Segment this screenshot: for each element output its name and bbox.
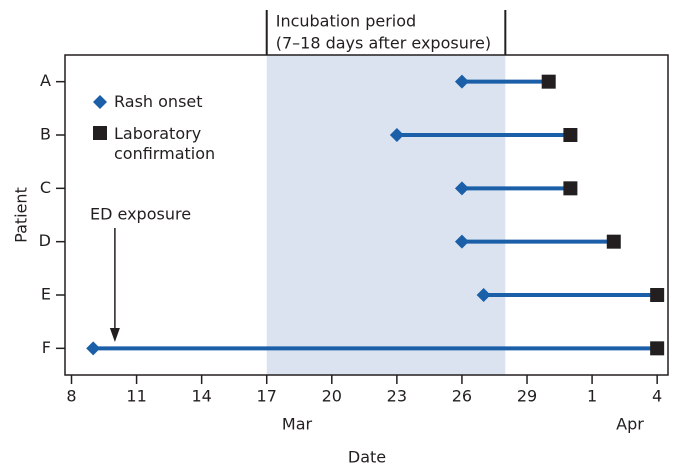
x-axis-label: Date (348, 448, 386, 467)
y-tick-label: A (40, 71, 51, 90)
x-tick-label: 17 (257, 387, 277, 406)
legend-marker (93, 95, 107, 109)
legend-label: Rash onset (114, 92, 203, 111)
lab-confirmation-point (563, 181, 578, 196)
y-tick-label: F (42, 338, 51, 357)
x-tick-label: 1 (587, 387, 597, 406)
plot-frame (64, 54, 669, 376)
y-axis-label: Patient (12, 187, 31, 243)
x-tick-label: 11 (126, 387, 146, 406)
x-tick-label: 26 (452, 387, 472, 406)
y-tick-label: D (39, 231, 51, 250)
incubation-subtitle: (7–18 days after exposure) (276, 34, 491, 53)
x-tick-label: 20 (322, 387, 342, 406)
rash-onset-point (454, 74, 469, 89)
x-tick-label: 14 (191, 387, 211, 406)
legend-label: Laboratory confirmation (114, 124, 216, 163)
lab-confirmation-point (563, 128, 578, 142)
rash-onset-point (476, 288, 491, 302)
y-tick-label: C (40, 178, 51, 197)
rash-onset-point (454, 181, 469, 196)
incubation-title: Incubation period (276, 12, 416, 31)
legend-marker (93, 126, 107, 140)
exposure-label: ED exposure (90, 205, 191, 224)
x-tick-label: 8 (66, 387, 76, 406)
lab-confirmation-point (606, 234, 621, 249)
x-tick-label: 4 (652, 387, 662, 406)
lab-confirmation-point (541, 74, 556, 89)
lab-confirmation-point (650, 288, 665, 302)
x-tick-label: 23 (387, 387, 407, 406)
y-tick-label: B (40, 125, 51, 144)
y-tick-label: E (41, 285, 51, 304)
exposure-arrowhead (109, 328, 120, 342)
incubation-shade (266, 55, 506, 375)
month-label: Apr (616, 415, 644, 434)
x-tick-label: 29 (517, 387, 537, 406)
rash-onset-point (86, 341, 101, 356)
month-label: Mar (282, 415, 313, 434)
rash-onset-point (454, 234, 469, 249)
rash-onset-point (389, 128, 404, 142)
lab-confirmation-point (650, 341, 665, 356)
